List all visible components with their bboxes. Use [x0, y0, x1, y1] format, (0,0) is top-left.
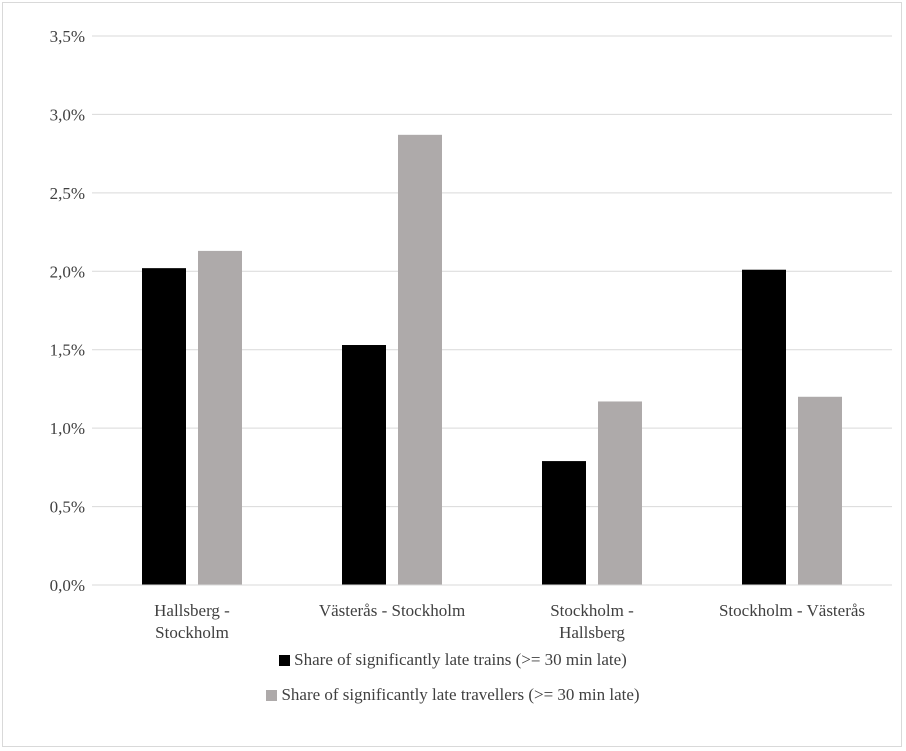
y-tick-label: 0,0%: [50, 576, 85, 595]
bar-travellers-2: [398, 134, 442, 585]
legend-label-trains: Share of significantly late trains (>= 3…: [294, 650, 627, 669]
bars: [142, 134, 842, 585]
y-tick-label: 3,0%: [50, 105, 85, 124]
bar-trains-4: [742, 269, 786, 585]
bar-trains-3: [542, 461, 586, 585]
y-tick-label: 2,0%: [50, 262, 85, 281]
bar-travellers-3: [598, 401, 642, 585]
bar-travellers-4: [798, 396, 842, 585]
legend-swatch-trains: [279, 654, 291, 666]
x-category-label: Västerås - Stockholm: [319, 601, 465, 620]
y-tick-label: 2,5%: [50, 184, 85, 203]
y-tick-label: 1,0%: [50, 419, 85, 438]
y-tick-label: 0,5%: [50, 498, 85, 517]
x-category-label: Stockholm -Hallsberg: [550, 601, 634, 642]
x-category-label: Hallsberg -Stockholm: [154, 601, 230, 642]
y-tick-label: 3,5%: [50, 27, 85, 46]
x-axis: Hallsberg -Stockholm Västerås - Stockholm…: [92, 584, 892, 642]
legend-entry-travellers: Share of significantly late travellers (…: [0, 685, 906, 705]
bar-trains-1: [142, 268, 186, 585]
legend-swatch-travellers: [266, 689, 278, 701]
legend-label-travellers: Share of significantly late travellers (…: [281, 685, 640, 704]
y-tick-label: 1,5%: [50, 341, 85, 360]
legend-entry-trains: Share of significantly late trains (>= 3…: [0, 650, 906, 670]
bar-trains-2: [342, 345, 386, 585]
x-category-label: Stockholm - Västerås: [719, 601, 865, 620]
bar-travellers-1: [198, 250, 242, 585]
y-axis: 0,0% 0,5% 1,0% 1,5% 2,0% 2,5% 3,0% 3,5%: [50, 27, 85, 595]
